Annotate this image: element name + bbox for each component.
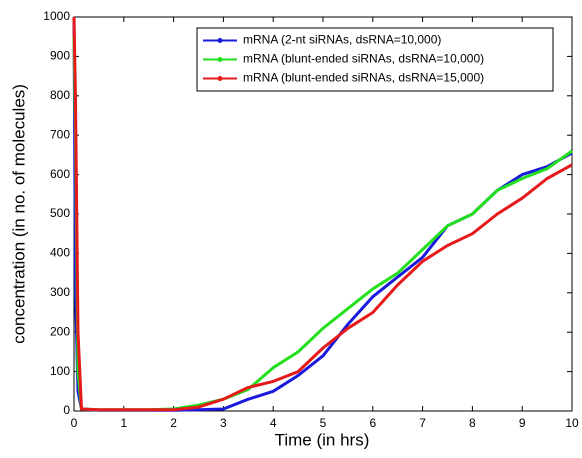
y-tick-label: 800 [50,88,70,102]
y-tick-label: 0 [63,403,70,417]
y-tick-label: 900 [50,49,70,63]
legend-marker [217,76,223,81]
y-tick-label: 300 [50,285,70,299]
series-line [72,16,573,412]
x-tick-label: 1 [120,416,127,430]
legend-text: mRNA (blunt-ended siRNAs, dsRNA=10,000) [243,52,484,66]
legend-marker [217,38,223,43]
legend-box [196,27,554,92]
x-tick-label: 5 [320,416,327,430]
y-tick-label: 100 [50,364,70,378]
x-tick-label: 9 [519,416,526,430]
x-tick-label: 4 [270,416,277,430]
legend-text: mRNA (blunt-ended siRNAs, dsRNA=15,000) [243,71,484,85]
y-tick-label: 1000 [43,9,70,23]
legend-marker [217,57,223,62]
y-tick-label: 500 [50,206,70,220]
x-axis-label: Time (in hrs) [275,430,370,449]
x-tick-label: 8 [469,416,476,430]
y-tick-label: 200 [50,324,70,338]
y-axis-label: concentration (in no. of molecules) [9,84,28,344]
y-tick-label: 400 [50,246,70,260]
x-tick-label: 0 [71,416,78,430]
x-tick-label: 7 [419,416,426,430]
x-tick-label: 2 [170,416,177,430]
y-tick-label: 700 [50,127,70,141]
x-tick-label: 6 [369,416,376,430]
legend-text: mRNA (2-nt siRNAs, dsRNA=10,000) [243,33,441,47]
y-tick-label: 600 [50,167,70,181]
x-tick-label: 10 [565,416,579,430]
x-tick-label: 3 [220,416,227,430]
